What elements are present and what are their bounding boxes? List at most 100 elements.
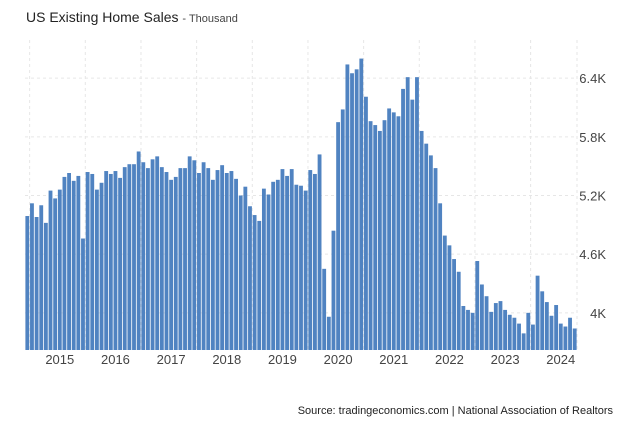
chart-title: US Existing Home Sales - Thousand xyxy=(26,9,238,25)
bar xyxy=(289,169,294,350)
bar xyxy=(173,176,178,350)
bar xyxy=(104,171,109,350)
bar xyxy=(572,328,577,350)
bar xyxy=(313,173,317,350)
bar xyxy=(224,173,229,350)
x-tick-label: 2024 xyxy=(546,352,575,367)
bar xyxy=(275,179,280,350)
x-tick-label: 2021 xyxy=(379,352,408,367)
bar xyxy=(150,159,155,350)
y-tick-label: 4.6K xyxy=(579,247,606,262)
bar xyxy=(108,173,113,350)
bar xyxy=(568,317,572,350)
bar xyxy=(248,206,252,350)
x-tick-label: 2022 xyxy=(435,352,464,367)
bar xyxy=(456,271,461,350)
x-tick-label: 2020 xyxy=(324,352,353,367)
bar xyxy=(122,167,127,350)
bar xyxy=(489,311,494,350)
bar xyxy=(419,130,424,350)
bar xyxy=(192,160,197,350)
bar xyxy=(164,172,169,350)
bar xyxy=(183,168,187,350)
bar xyxy=(466,309,470,350)
x-tick-label: 2015 xyxy=(45,352,74,367)
bar xyxy=(354,69,359,350)
bar xyxy=(234,178,238,350)
y-tick-label: 6.4K xyxy=(579,71,606,86)
bar xyxy=(452,259,456,350)
chart-title-text: US Existing Home Sales xyxy=(26,9,179,25)
bar xyxy=(345,64,350,350)
bar xyxy=(461,305,466,350)
bar xyxy=(336,122,341,351)
bar xyxy=(558,323,563,350)
bar xyxy=(396,116,401,350)
bar xyxy=(364,96,368,350)
bar xyxy=(266,194,271,350)
bar xyxy=(517,323,521,350)
bar xyxy=(271,181,276,350)
x-tick-label: 2023 xyxy=(491,352,520,367)
bar xyxy=(43,222,48,350)
bar xyxy=(512,317,517,350)
bar xyxy=(549,315,554,350)
bar xyxy=(531,324,535,350)
bar xyxy=(132,164,136,350)
bar xyxy=(76,175,81,350)
bar xyxy=(563,326,568,350)
bar xyxy=(498,301,503,350)
bar xyxy=(238,195,243,350)
bar xyxy=(257,220,262,350)
bar xyxy=(433,168,438,350)
bar xyxy=(424,143,429,350)
bar xyxy=(503,309,508,350)
bar xyxy=(34,217,39,350)
bar xyxy=(294,184,299,350)
bar xyxy=(252,215,257,350)
bar xyxy=(210,179,215,350)
bar xyxy=(373,125,378,350)
bar xyxy=(243,186,248,350)
bar xyxy=(382,120,387,350)
bar xyxy=(447,245,452,350)
bar xyxy=(25,216,30,350)
bar xyxy=(493,303,498,350)
bar xyxy=(350,73,354,350)
bar xyxy=(410,99,415,351)
bar xyxy=(146,168,150,350)
bar xyxy=(308,170,313,350)
x-tick-label: 2018 xyxy=(212,352,241,367)
bar xyxy=(479,284,484,350)
bar xyxy=(401,88,405,351)
bar xyxy=(197,173,201,350)
bar xyxy=(90,173,95,350)
bar xyxy=(415,77,419,350)
bar xyxy=(85,172,90,350)
bar xyxy=(99,182,104,350)
bar xyxy=(53,198,58,350)
bar xyxy=(30,203,34,350)
bar xyxy=(521,333,526,350)
x-tick-label: 2019 xyxy=(268,352,297,367)
bar xyxy=(484,296,489,350)
source-note: Source: tradingeconomics.com | National … xyxy=(297,405,613,417)
bar xyxy=(94,189,99,350)
bar xyxy=(391,112,396,351)
bar xyxy=(322,268,327,350)
bar xyxy=(540,291,545,350)
y-tick-label: 5.8K xyxy=(579,130,606,145)
bar xyxy=(368,121,373,350)
bar xyxy=(285,175,289,350)
y-tick-label: 4K xyxy=(590,306,606,321)
bar xyxy=(187,156,192,350)
chart-subtitle-text: Thousand xyxy=(188,13,238,25)
bar xyxy=(201,162,206,350)
bar xyxy=(48,190,53,350)
bar xyxy=(317,154,322,350)
bar xyxy=(340,109,345,351)
bar xyxy=(39,205,44,350)
bar xyxy=(169,179,174,350)
bar xyxy=(405,77,410,350)
